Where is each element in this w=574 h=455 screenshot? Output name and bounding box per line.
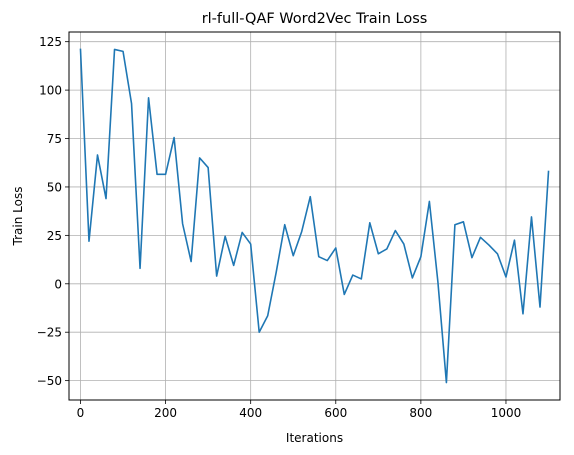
x-tick-label: 200 — [154, 406, 177, 420]
series-line — [79, 48, 550, 384]
x-tick-label: 600 — [324, 406, 347, 420]
y-axis: −50 −25 0 25 50 75 100 125 — [37, 35, 69, 388]
chart-title: rl-full-QAF Word2Vec Train Loss — [202, 11, 428, 27]
plot-area — [79, 48, 550, 384]
y-tick-label: 100 — [39, 84, 62, 98]
y-tick-label: 125 — [39, 35, 62, 49]
y-tick-label: −50 — [37, 374, 62, 388]
y-tick-label: −25 — [37, 326, 62, 340]
x-tick-label: 1000 — [491, 406, 522, 420]
y-axis-label: Train Loss — [11, 187, 25, 247]
x-tick-label: 800 — [409, 406, 432, 420]
axes-frame — [68, 31, 561, 401]
y-tick-label: 25 — [47, 229, 62, 243]
x-axis: 0 200 400 600 800 1000 — [77, 400, 522, 420]
y-tick-label: 50 — [47, 180, 62, 194]
grid — [69, 32, 560, 400]
x-tick-label: 400 — [239, 406, 262, 420]
y-tick-label: 0 — [54, 277, 62, 291]
y-tick-label: 75 — [47, 132, 62, 146]
x-tick-label: 0 — [77, 406, 85, 420]
x-axis-label: Iterations — [286, 431, 343, 445]
